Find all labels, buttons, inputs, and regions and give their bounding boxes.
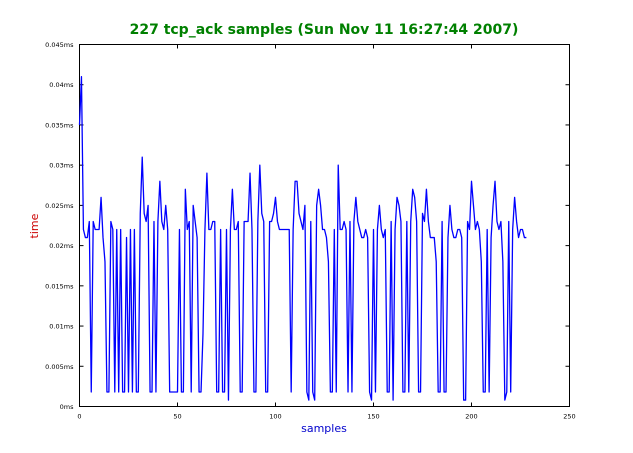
x-tick-label: 100 [269,413,281,421]
y-tick-label: 0.04ms [49,81,74,89]
y-tick-label: 0.03ms [49,162,74,170]
x-axis-label: samples [301,422,347,435]
x-tick-label: 50 [173,413,181,421]
series-line [78,76,527,401]
x-tick-label: 150 [367,413,379,421]
y-axis-label: time [28,213,41,238]
y-tick-label: 0.01ms [49,323,74,331]
y-tick-label: 0.02ms [49,242,74,250]
y-tick-label: 0.015ms [45,282,74,290]
plot-area: 0 50 100 150 200 250 0ms0.005ms0.01ms0.015ms0… [45,41,576,421]
x-tick-label: 200 [465,413,477,421]
x-axis-ticks: 0 50 100 150 200 250 [77,44,576,421]
axes-frame [79,44,570,407]
y-tick-label: 0.035ms [45,121,74,129]
y-tick-label: 0.025ms [45,202,74,210]
y-tick-label: 0.005ms [45,363,74,371]
x-tick-label: 0 [77,413,81,421]
chart-title: 227 tcp_ack samples (Sun Nov 11 16:27:44… [130,22,519,38]
y-tick-label: 0.045ms [45,41,74,49]
x-tick-label: 250 [563,413,575,421]
y-tick-label: 0ms [60,403,74,411]
y-axis-ticks: 0ms 0.005ms 0.01ms 0.015ms 0.02ms 0.025ms 0.03… [45,41,570,411]
